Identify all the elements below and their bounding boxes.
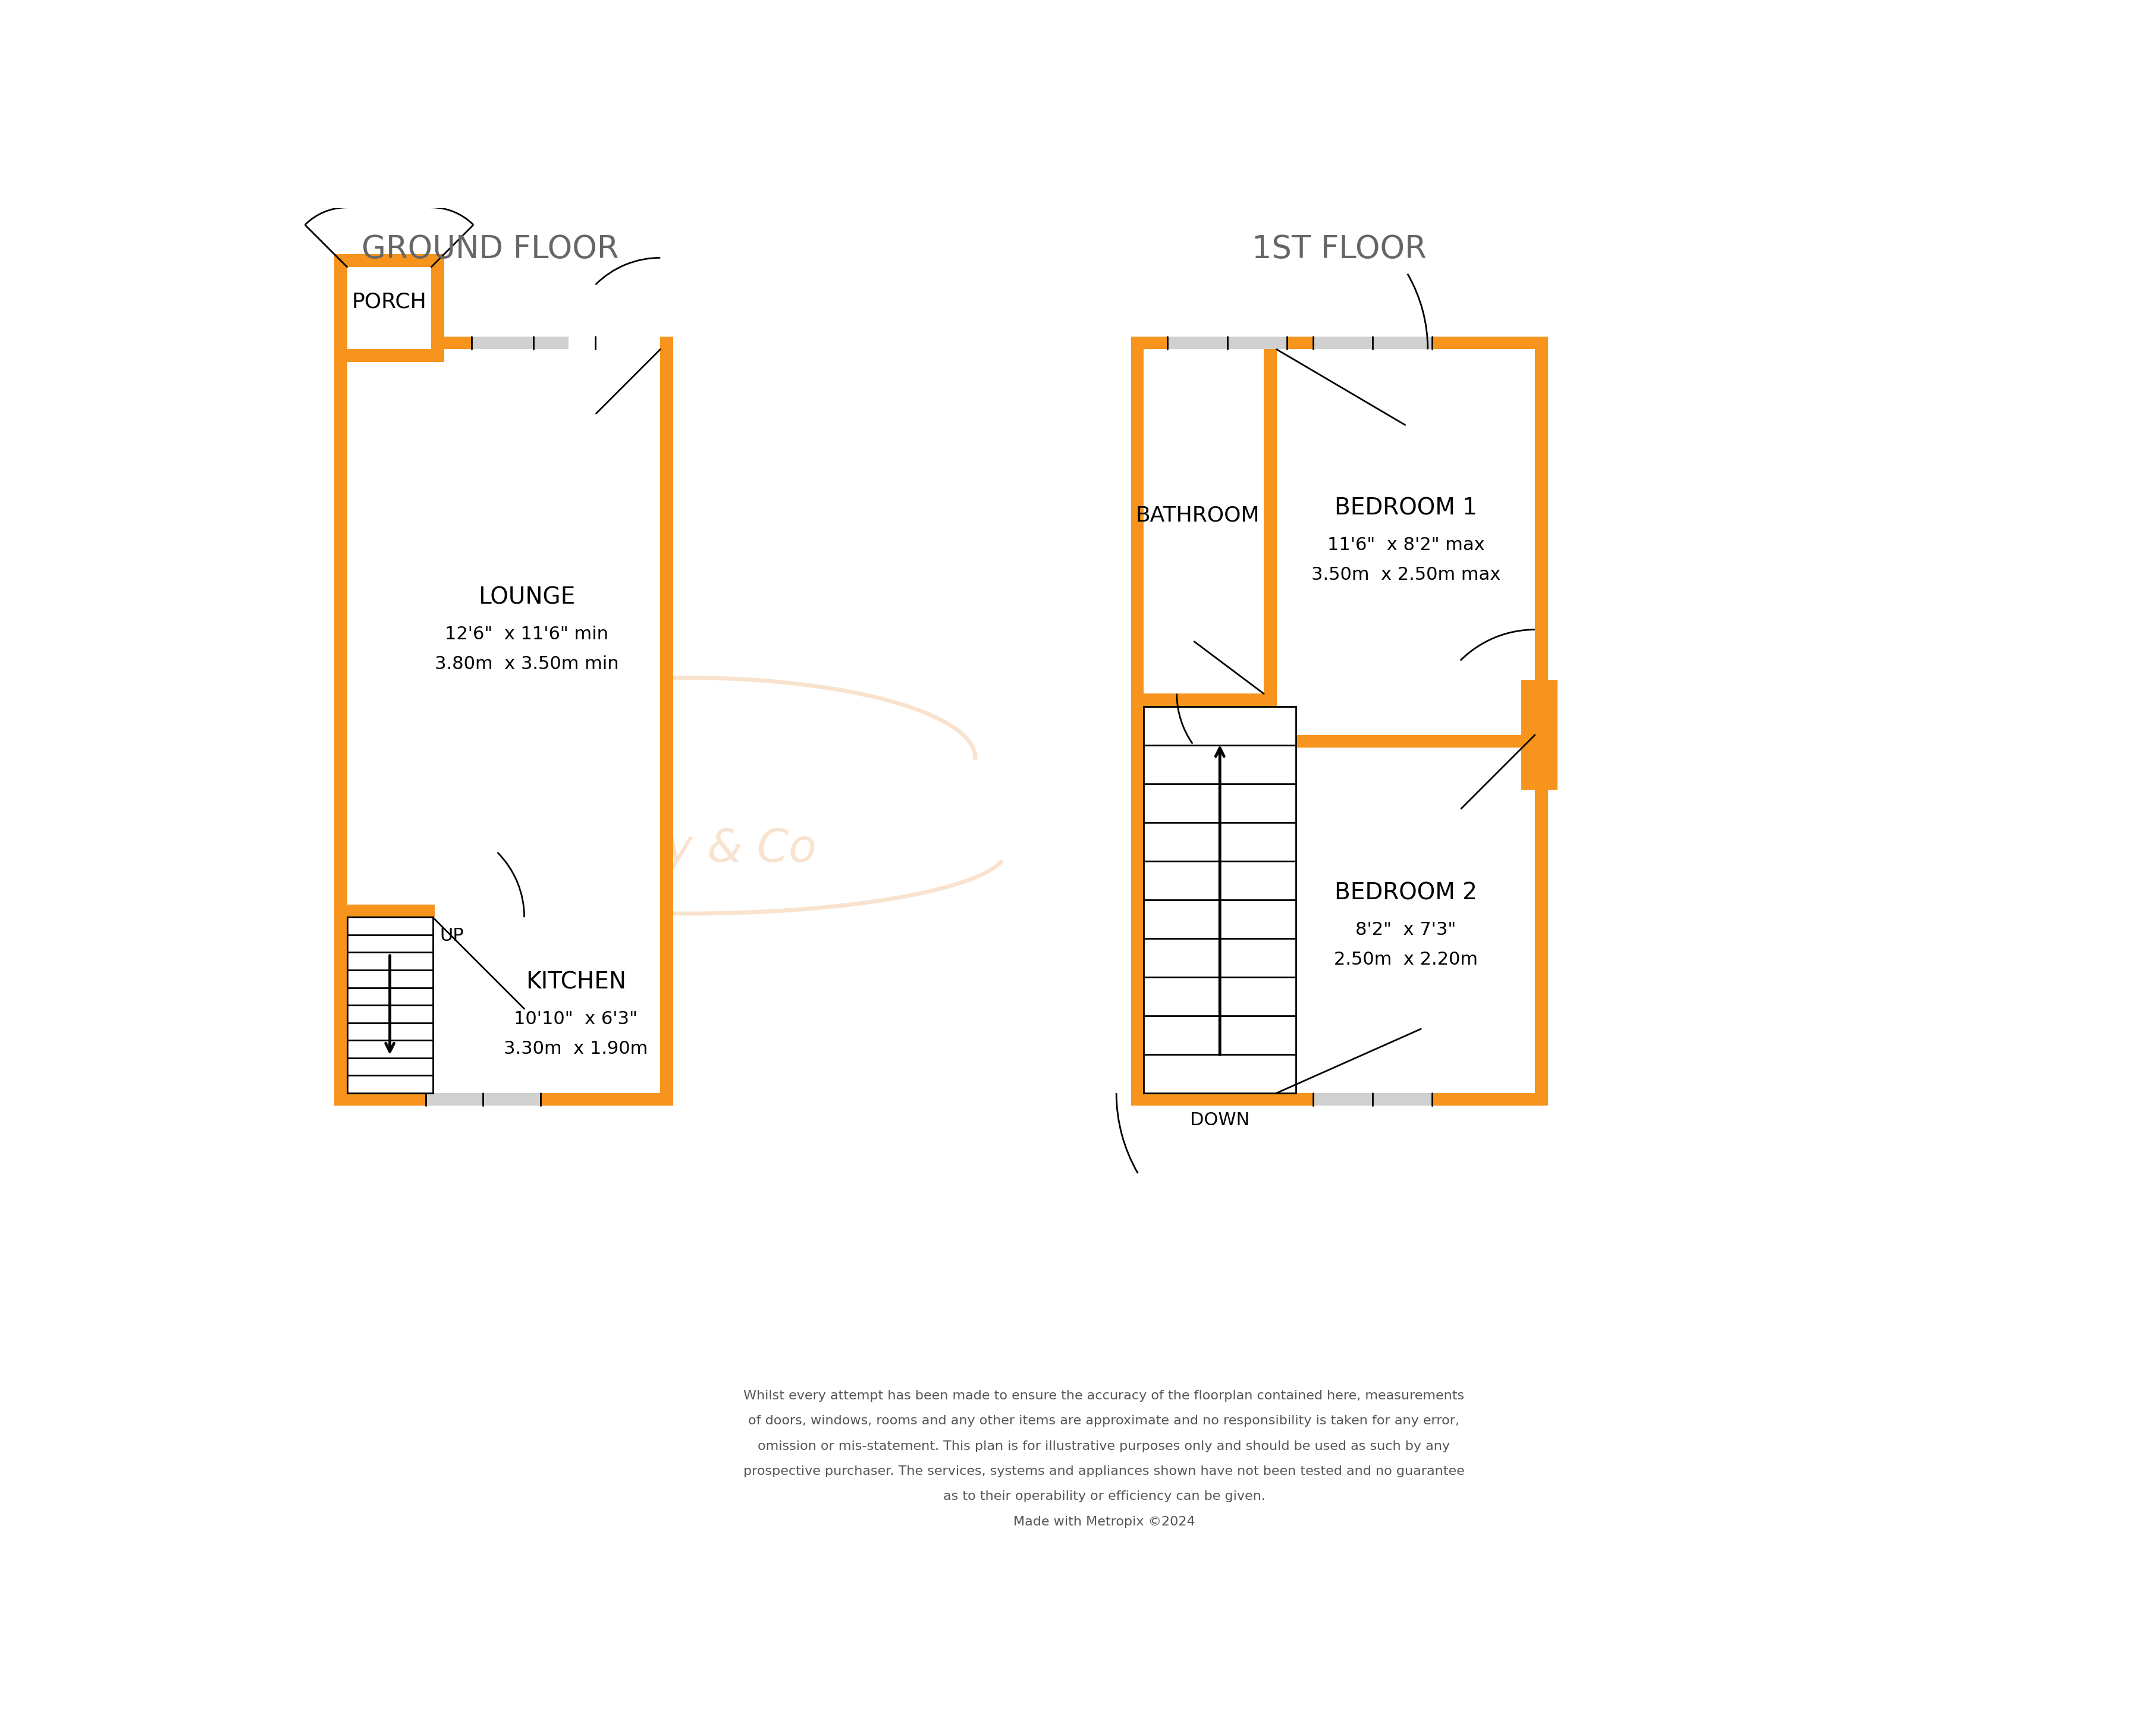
Bar — [347, 267, 431, 349]
Text: Day & Co: Day & Co — [603, 828, 816, 871]
Text: as to their operability or efficiency can be given.: as to their operability or efficiency ca… — [943, 1491, 1264, 1502]
Bar — [1314, 337, 1432, 349]
Bar — [1534, 681, 1557, 790]
Text: DOWN: DOWN — [1189, 1111, 1249, 1128]
Text: GROUND FLOOR: GROUND FLOOR — [362, 234, 618, 264]
Text: UP: UP — [439, 927, 463, 944]
Text: BATHROOM: BATHROOM — [1135, 505, 1260, 526]
Bar — [1264, 337, 1277, 1106]
Text: Whilst every attempt has been made to ensure the accuracy of the floorplan conta: Whilst every attempt has been made to en… — [743, 1391, 1465, 1401]
Bar — [1264, 734, 1299, 748]
Bar — [1144, 349, 1534, 1094]
Bar — [347, 349, 659, 1094]
Text: 2.50m  x 2.20m: 2.50m x 2.20m — [1333, 951, 1478, 969]
Bar — [1131, 337, 1547, 1106]
Bar — [1144, 707, 1295, 1094]
Text: 3.30m  x 1.90m: 3.30m x 1.90m — [504, 1040, 648, 1057]
Text: omission or mis-statement. This plan is for illustrative purposes only and shoul: omission or mis-statement. This plan is … — [758, 1441, 1450, 1451]
Bar — [1314, 1094, 1432, 1106]
Bar — [1144, 694, 1264, 707]
Bar — [1521, 681, 1547, 790]
Bar — [347, 917, 433, 1094]
Bar — [334, 337, 672, 1106]
Bar — [1144, 349, 1264, 1094]
Bar — [569, 337, 659, 349]
Text: 8'2"  x 7'3": 8'2" x 7'3" — [1355, 922, 1456, 937]
Text: prospective purchaser. The services, systems and appliances shown have not been : prospective purchaser. The services, sys… — [743, 1465, 1465, 1477]
Text: BEDROOM 2: BEDROOM 2 — [1333, 882, 1478, 904]
Text: BEDROOM 1: BEDROOM 1 — [1333, 496, 1478, 519]
Text: 12'6"  x 11'6" min: 12'6" x 11'6" min — [444, 625, 607, 642]
Text: 3.80m  x 3.50m min: 3.80m x 3.50m min — [435, 656, 618, 672]
Text: 3.50m  x 2.50m max: 3.50m x 2.50m max — [1312, 566, 1499, 583]
Text: of doors, windows, rooms and any other items are approximate and no responsibili: of doors, windows, rooms and any other i… — [747, 1415, 1458, 1427]
Bar — [1144, 707, 1295, 1094]
Bar — [347, 337, 431, 349]
Bar — [426, 1094, 541, 1106]
Text: 10'10"  x 6'3": 10'10" x 6'3" — [515, 1010, 638, 1028]
Bar — [1167, 337, 1286, 349]
Bar — [1277, 349, 1534, 1094]
Text: 1ST FLOOR: 1ST FLOOR — [1251, 234, 1426, 264]
Text: KITCHEN: KITCHEN — [526, 970, 627, 993]
Bar — [1131, 694, 1277, 707]
Text: PORCH: PORCH — [351, 292, 426, 312]
Bar — [472, 337, 595, 349]
Text: Made with Metropix ©2024: Made with Metropix ©2024 — [1012, 1516, 1195, 1528]
Text: 11'6"  x 8'2" max: 11'6" x 8'2" max — [1327, 536, 1484, 554]
Bar — [1277, 734, 1534, 748]
Bar — [347, 904, 435, 917]
Bar — [347, 917, 433, 1094]
Bar — [334, 253, 444, 363]
Text: LOUNGE: LOUNGE — [478, 587, 575, 609]
